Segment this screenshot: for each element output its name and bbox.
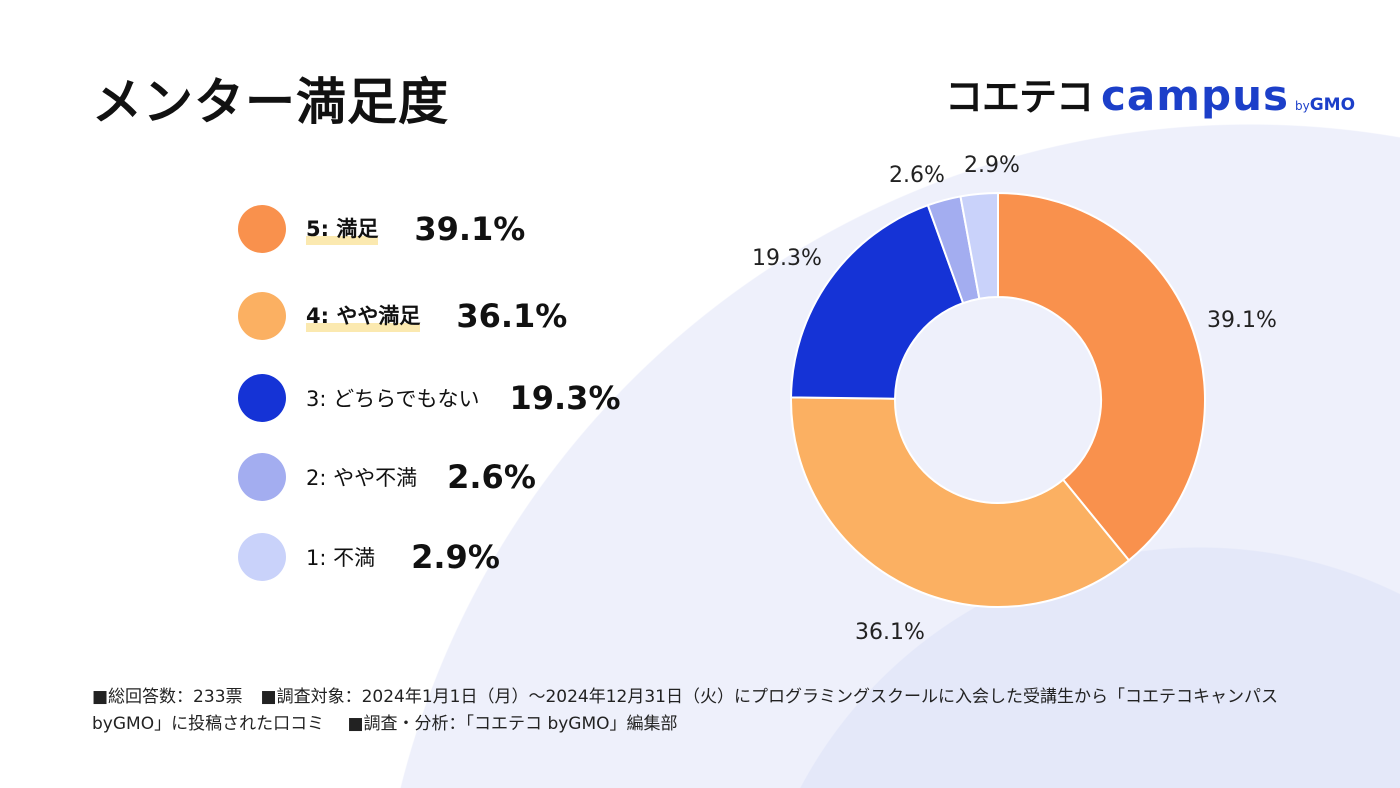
logo-gmo: GMO xyxy=(1309,95,1356,115)
legend-value: 36.1% xyxy=(456,297,568,335)
legend-item: 5: 満足 39.1% xyxy=(238,204,525,254)
footer-analysis: ■調査・分析：「コエテコ byGMO」編集部 xyxy=(347,714,678,734)
legend-value: 19.3% xyxy=(509,379,621,417)
legend-swatch xyxy=(238,292,286,340)
legend-value: 2.6% xyxy=(447,458,536,496)
legend-swatch xyxy=(238,453,286,501)
legend-value: 39.1% xyxy=(414,210,526,248)
legend-item: 1: 不満 2.9% xyxy=(238,532,500,582)
legend-swatch xyxy=(238,533,286,581)
legend-item: 4: やや満足 36.1% xyxy=(238,291,567,341)
legend-swatch xyxy=(238,374,286,422)
footer-target: ■調査対象：2024年1月1日（月）～2024年12月31日（火）にプログラミン… xyxy=(92,687,1278,734)
donut-slice xyxy=(790,203,965,400)
legend-item: 2: やや不満 2.6% xyxy=(238,452,536,502)
legend-label: 2: やや不満 xyxy=(306,466,418,490)
logo-campus: campus xyxy=(1101,71,1289,120)
footer-total: ■総回答数：233票 xyxy=(92,687,243,707)
footer-note: ■総回答数：233票 ■調査対象：2024年1月1日（月）～2024年12月31日… xyxy=(92,684,1307,738)
legend-label: 1: 不満 xyxy=(306,546,376,570)
legend-label: 4: やや満足 xyxy=(306,300,421,332)
donut-slice xyxy=(997,191,1206,562)
slice-data-label: 19.3% xyxy=(752,246,822,271)
slice-data-label: 36.1% xyxy=(855,620,925,645)
donut-slice xyxy=(959,191,999,300)
brand-logo: コエテコ campus by GMO xyxy=(945,66,1355,121)
slice-data-label: 39.1% xyxy=(1207,308,1277,333)
legend-label: 3: どちらでもない xyxy=(306,387,480,411)
slice-data-label: 2.9% xyxy=(964,153,1020,178)
legend-value: 2.9% xyxy=(411,538,500,576)
logo-by: by xyxy=(1294,99,1310,113)
logo-main: コエテコ xyxy=(945,75,1094,119)
legend-label: 5: 満足 xyxy=(306,213,379,245)
legend-swatch xyxy=(238,205,286,253)
donut-slice xyxy=(790,396,1131,608)
legend-item: 3: どちらでもない 19.3% xyxy=(238,373,621,423)
page-title: メンター満足度 xyxy=(92,73,449,131)
slice-data-label: 2.6% xyxy=(889,163,945,188)
